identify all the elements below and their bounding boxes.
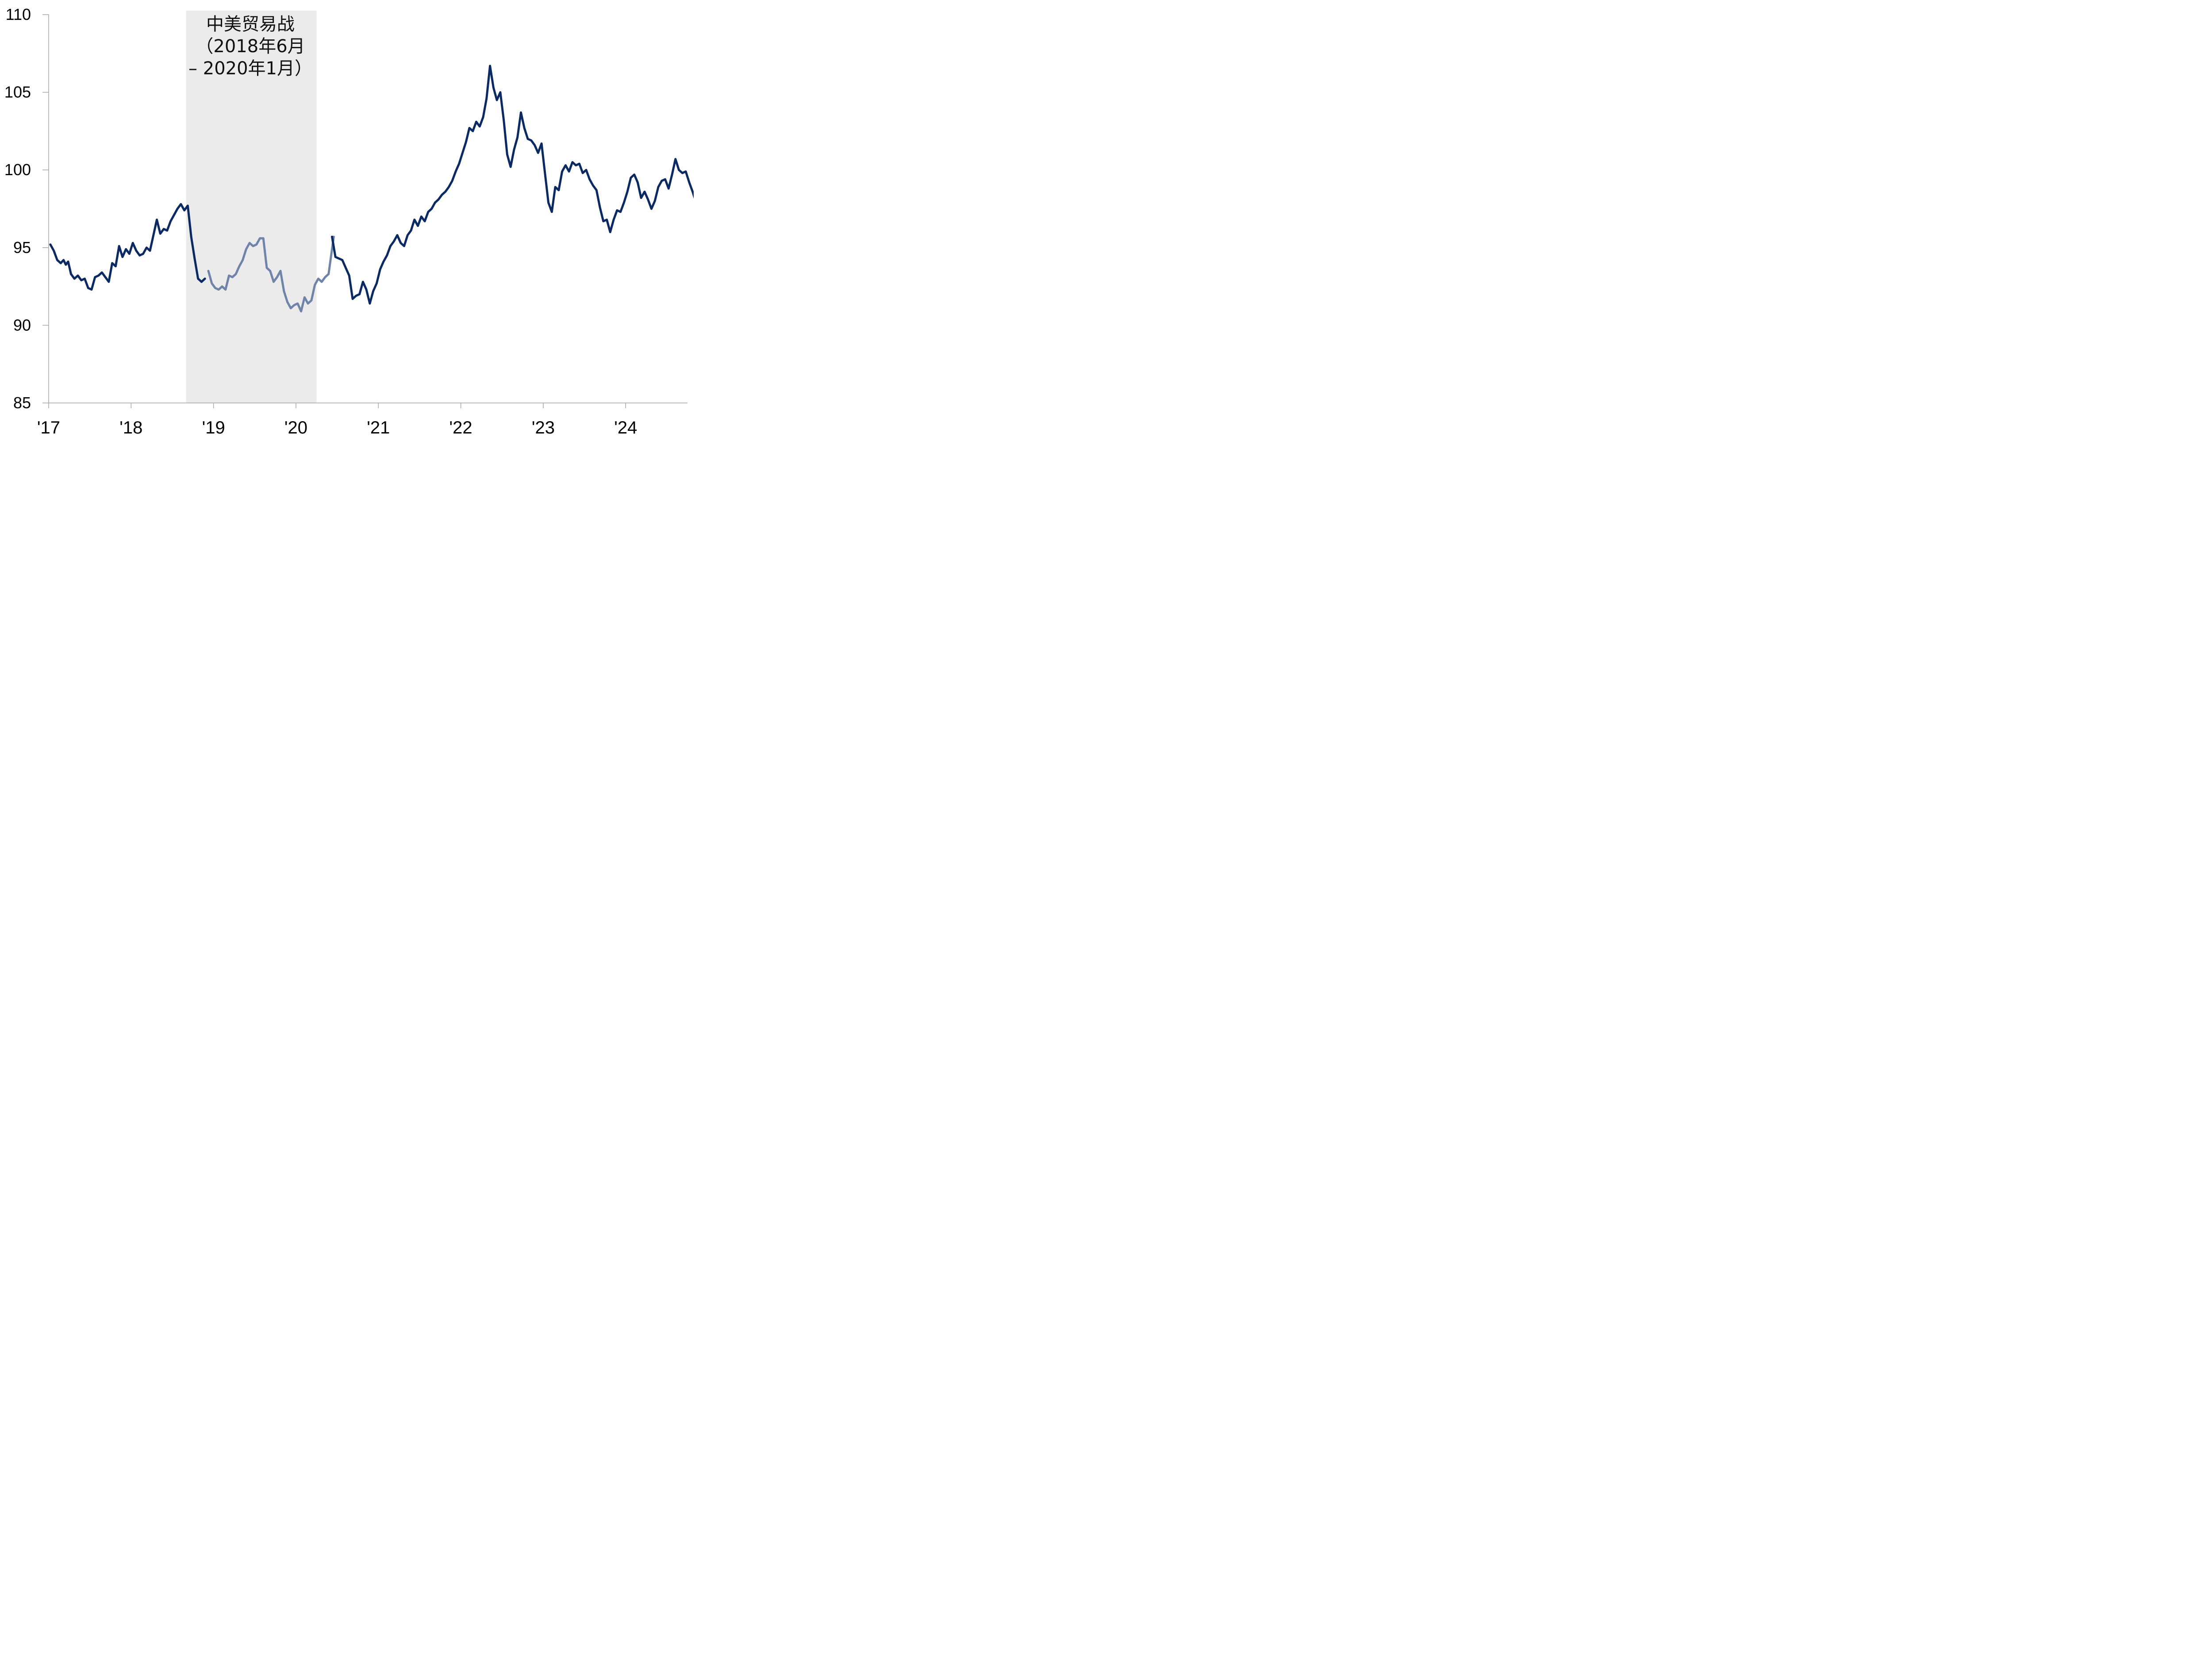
x-tick-label: '20 [284, 418, 307, 437]
axis-layer: 85 90 95 100 105 110 '17 '18 '19 '20 '21 '22 '23 '24 [4, 5, 687, 437]
shaded-region-layer [186, 11, 317, 403]
y-tick-label: 105 [4, 83, 31, 101]
y-tick-label: 90 [13, 316, 31, 334]
shaded-region [186, 11, 317, 403]
y-tick-label: 110 [6, 5, 31, 23]
shaded-region-label-line: （2018年6月 [196, 36, 305, 57]
shaded-region-label-line: 中美贸易战 [206, 14, 295, 35]
series-line-3 [331, 65, 694, 305]
x-tick-label: '19 [202, 418, 225, 437]
series-line-2 [207, 235, 335, 313]
y-tick-label: 100 [4, 161, 31, 179]
annotation-layer: 中美贸易战（2018年6月– 2020年1月） [188, 14, 312, 79]
x-tick-label: '18 [119, 418, 142, 437]
x-tick-label: '23 [532, 418, 555, 437]
y-tick-label: 85 [13, 394, 31, 412]
x-tick-label: '24 [614, 418, 637, 437]
series-layer [49, 65, 694, 313]
x-tick-label: '22 [449, 418, 472, 437]
y-tick-label: 95 [13, 238, 31, 257]
x-tick-label: '17 [37, 418, 60, 437]
x-tick-label: '21 [367, 418, 390, 437]
shaded-region-label-line: – 2020年1月） [188, 58, 312, 79]
series-line-1 [49, 203, 206, 291]
line-chart: 859095100105110'17'18'19'20'21'22'23'24 … [4, 5, 694, 437]
